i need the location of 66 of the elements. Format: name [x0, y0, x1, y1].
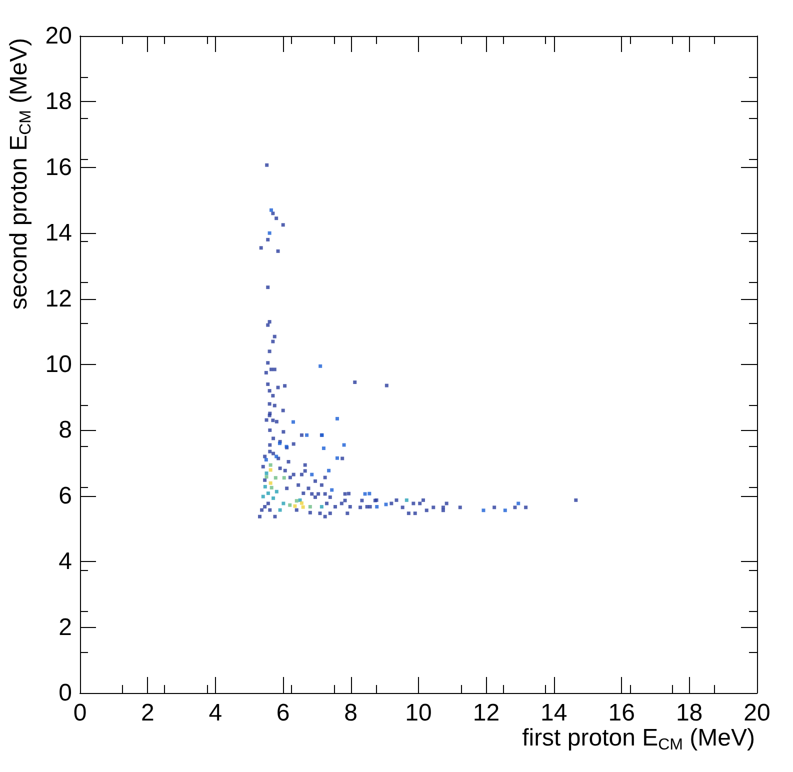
point	[516, 502, 520, 506]
point	[482, 508, 486, 512]
y-tick-label: 12	[45, 285, 72, 312]
point	[292, 420, 296, 424]
y-tick-label: 0	[58, 680, 72, 706]
x-tick-label: 6	[276, 700, 290, 726]
point	[320, 504, 324, 508]
point	[268, 231, 272, 235]
x-tick-label: 20	[744, 700, 770, 726]
y-axis-title: second proton ECM (MeV)	[6, 38, 34, 310]
point	[298, 498, 302, 502]
point	[294, 499, 298, 503]
x-tick-label: 18	[676, 700, 703, 726]
y-tick-label: 14	[45, 220, 72, 247]
point	[322, 446, 326, 450]
point	[272, 496, 276, 500]
y-tick-label: 18	[45, 88, 72, 116]
point	[336, 416, 340, 420]
point	[264, 458, 268, 462]
point	[300, 501, 304, 505]
x-tick-label: 8	[344, 700, 358, 726]
point	[274, 490, 278, 494]
point	[368, 492, 372, 496]
point	[270, 208, 274, 212]
y-tick-label: 4	[58, 548, 72, 576]
point	[404, 498, 408, 502]
point	[308, 504, 312, 508]
point	[310, 472, 314, 476]
x-tick-label: 16	[608, 700, 635, 726]
point	[261, 494, 265, 498]
point	[384, 502, 388, 506]
point	[282, 502, 286, 506]
point	[363, 492, 367, 496]
point	[336, 456, 340, 460]
point	[305, 433, 309, 437]
point	[503, 508, 507, 512]
y-tick-label: 10	[45, 351, 72, 378]
y-tick-label: 8	[58, 416, 72, 444]
point	[264, 475, 268, 479]
x-tick-label: 2	[141, 700, 154, 726]
x-tick-label: 10	[405, 700, 432, 726]
y-tick-label: 16	[45, 154, 72, 181]
y-tick-label: 2	[58, 614, 72, 641]
point	[301, 505, 305, 509]
point	[342, 443, 346, 447]
point	[288, 503, 292, 507]
point	[270, 486, 274, 490]
y-tick-label: 20	[45, 22, 72, 50]
point	[264, 471, 268, 475]
point	[266, 492, 270, 496]
x-tick-label: 4	[208, 700, 222, 726]
point	[268, 468, 272, 472]
point	[268, 463, 272, 467]
point	[293, 504, 297, 508]
point	[375, 504, 379, 508]
point	[263, 484, 267, 488]
point	[327, 468, 331, 472]
x-tick-label: 12	[472, 700, 500, 726]
x-tick-label: 14	[540, 700, 568, 726]
point	[274, 476, 278, 480]
point	[282, 476, 286, 480]
point	[268, 481, 272, 485]
point	[318, 364, 322, 368]
y-tick-label: 6	[58, 482, 72, 510]
point	[278, 508, 282, 512]
point	[330, 488, 334, 492]
